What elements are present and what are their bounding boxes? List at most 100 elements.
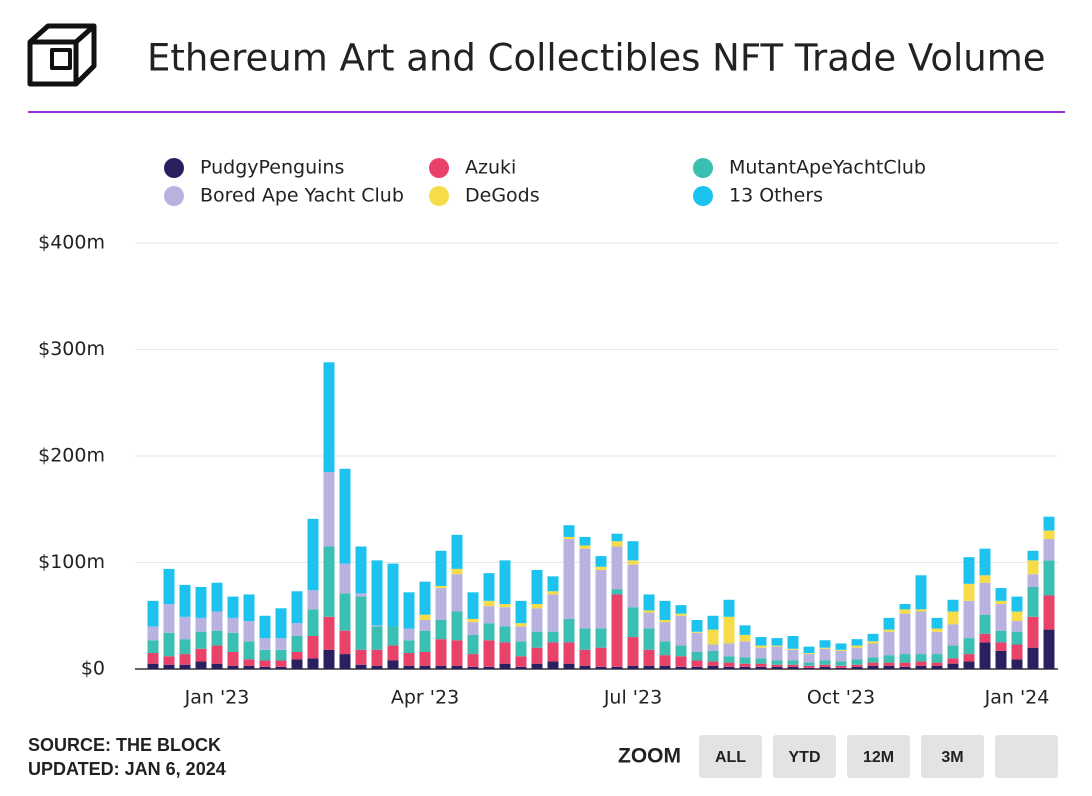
bar-segment [435,620,447,640]
bar-segment [787,635,799,649]
bar-segment [963,638,975,655]
bar-segment [931,654,943,663]
bar-segment [675,666,687,669]
x-tick-label: Oct '23 [807,687,875,709]
bar-segment [451,640,463,666]
chart-title: Ethereum Art and Collectibles NFT Trade … [147,37,1046,80]
bar-segment [995,642,1007,651]
legend-label: Azuki [465,157,516,179]
bar-segment [563,525,575,537]
bar-segment [179,584,191,617]
bar-segment [1043,530,1055,540]
bar-segment [739,641,751,658]
bar-segment [883,631,895,656]
bar-segment [307,518,319,591]
bar-segment [291,635,303,652]
zoom-button[interactable] [847,735,910,778]
bar-segment [787,664,799,667]
zoom-button-label[interactable]: ALL [715,749,746,766]
bar-segment [339,654,351,669]
zoom-button[interactable] [995,735,1058,778]
bar-segment [755,647,767,659]
bar-segment [611,594,623,667]
bar-segment [627,541,639,561]
bar-segment [563,642,575,664]
bar-segment [723,643,735,657]
bar-segment [595,556,607,567]
zoom-button-label[interactable]: 12M [863,749,894,766]
bar-segment [227,596,239,618]
bar-segment [563,539,575,619]
bar-segment [643,610,655,613]
bar-segment [611,533,623,542]
bar-segment [579,665,591,669]
bar-segment [835,667,847,669]
bar-segment [211,645,223,664]
bar-segment [595,569,607,629]
bar-segment [755,666,767,669]
bar-segment [787,649,799,661]
bar-segment [243,665,255,669]
bar-segment [451,534,463,569]
bar-segment [259,660,271,667]
bar-segment [867,662,879,666]
bar-segment [691,632,703,652]
bar-segment [611,666,623,669]
bar-segment [339,468,351,564]
bar-segment [563,663,575,669]
bar-segment [947,599,959,612]
legend-label: PudgyPenguins [200,157,344,179]
bar-segment [883,617,895,630]
bar-segment [243,659,255,666]
bar-segment [419,651,431,666]
bar-segment [451,611,463,641]
bar-segment [819,647,831,649]
bar-segment [659,620,671,623]
updated: UPDATED: JAN 6, 2024 [28,759,226,779]
bar-segment [275,666,287,669]
bar-segment [595,628,607,648]
bar-segment [211,582,223,612]
bar-segment [307,658,319,669]
bar-segment [707,629,719,645]
zoom-button[interactable] [773,735,836,778]
bar-segment [243,594,255,622]
bar-segment [691,651,703,661]
bar-segment [291,623,303,636]
bar-segment [771,638,783,646]
bar-segment [195,617,207,632]
bar-segment [819,664,831,667]
legend-label: MutantApeYachtClub [729,157,926,179]
bar-segment [499,626,511,643]
bar-segment [579,628,591,650]
bar-segment [899,654,911,663]
x-tick-label: Jul '23 [603,687,662,709]
bar-segment [1043,516,1055,531]
zoom-label: ZOOM [618,745,681,768]
bar-segment [259,615,271,639]
zoom-button[interactable] [699,735,762,778]
bar-segment [595,647,607,667]
bar-segment [179,616,191,640]
bar-segment [899,666,911,669]
zoom-button-label[interactable]: 3M [941,749,963,766]
bar-segment [1027,550,1039,561]
zoom-button-label[interactable]: YTD [789,749,821,766]
zoom-button[interactable] [921,735,984,778]
bar-segment [483,666,495,669]
bar-segment [659,665,671,669]
bar-segment [947,645,959,659]
bar-segment [643,594,655,611]
bar-segment [467,622,479,635]
bar-segment [1027,647,1039,669]
bar-segment [803,646,815,654]
bar-segment [1011,621,1023,632]
bar-segment [771,660,783,665]
bar-segment [531,663,543,669]
bar-segment [787,648,799,650]
bar-segment [483,623,495,641]
bar-segment [307,609,319,636]
bar-segment [451,574,463,612]
y-tick-label: $300m [38,338,105,360]
bar-segment [787,660,799,665]
